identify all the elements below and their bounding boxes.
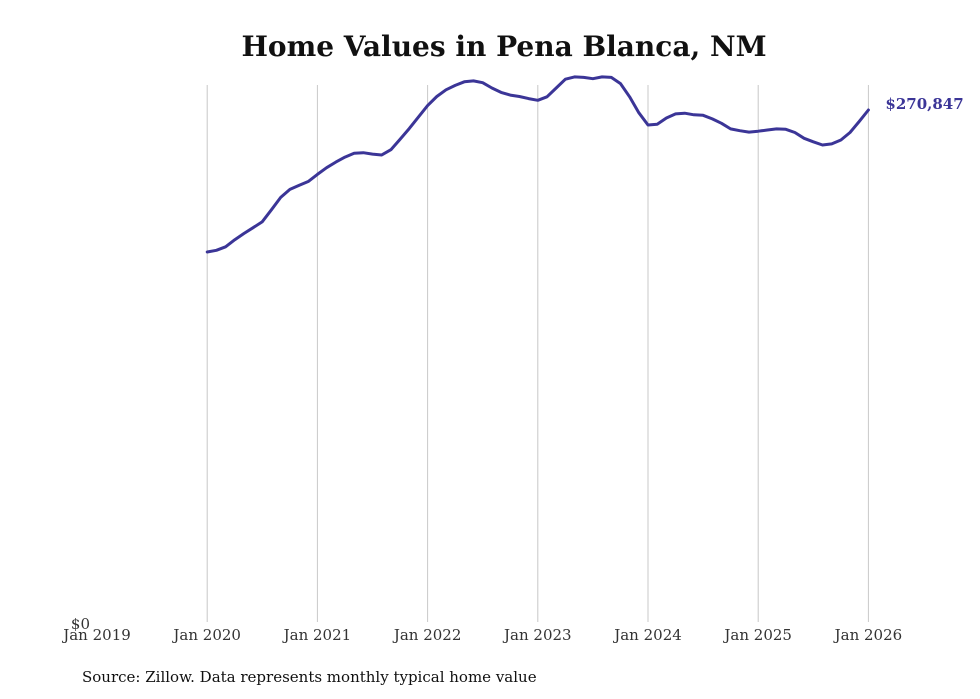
y-tick-label: $0 (71, 615, 90, 633)
series-line-0 (205, 75, 870, 254)
series-layer (205, 75, 870, 254)
y-axis-tick-labels: $0 (71, 615, 90, 633)
x-tick-label: Jan 2026 (833, 626, 903, 644)
end-value-label-layer: $270,847 (885, 95, 963, 113)
x-tick-label: Jan 2021 (282, 626, 352, 644)
x-tick-label: Jan 2022 (392, 626, 462, 644)
x-tick-label: Jan 2019 (61, 626, 131, 644)
gridlines (206, 85, 869, 622)
x-tick-label: Jan 2020 (171, 626, 241, 644)
x-tick-label: Jan 2025 (722, 626, 792, 644)
chart-title: Home Values in Pena Blanca, NM (241, 30, 767, 63)
x-tick-label: Jan 2024 (612, 626, 682, 644)
end-value-label: $270,847 (885, 95, 963, 113)
x-axis-tick-labels: Jan 2019 Jan 2020 Jan 2021 Jan 2022 Jan 2023… (61, 626, 902, 644)
source-note: Source: Zillow. Data represents monthly … (82, 668, 537, 686)
x-tick-label: Jan 2023 (502, 626, 572, 644)
